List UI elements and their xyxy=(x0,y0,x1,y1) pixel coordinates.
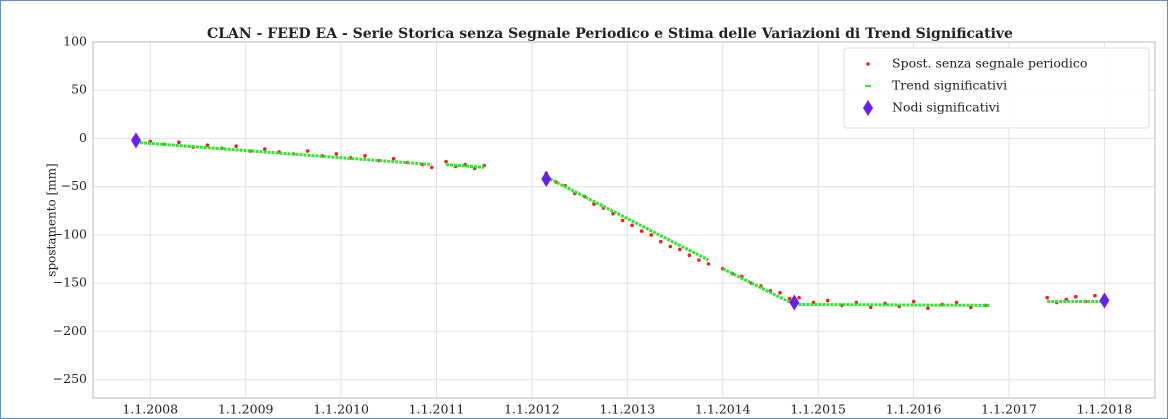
node-marker xyxy=(1099,292,1110,309)
data-point xyxy=(649,233,653,237)
data-point xyxy=(706,262,711,266)
data-point xyxy=(687,253,692,258)
data-point xyxy=(234,144,238,148)
y-tick-label: −150 xyxy=(53,275,87,290)
data-point xyxy=(825,298,830,303)
data-point xyxy=(592,202,596,206)
y-tick-label: −50 xyxy=(61,178,87,193)
data-point xyxy=(177,140,181,145)
legend-label: Trend significativi xyxy=(892,78,1007,93)
y-tick-label: 50 xyxy=(71,82,87,97)
data-point xyxy=(668,244,673,249)
data-point xyxy=(866,62,870,66)
x-tick-label: 1.1.2016 xyxy=(886,402,942,417)
x-tick-label: 1.1.2015 xyxy=(790,402,846,417)
data-point xyxy=(262,147,267,151)
data-point xyxy=(678,247,682,252)
y-tick-label: −200 xyxy=(53,323,87,338)
node-marker xyxy=(541,170,552,187)
x-tick-label: 1.1.2010 xyxy=(313,402,369,417)
chart-title: CLAN - FEED EA - Serie Storica senza Seg… xyxy=(207,26,1013,42)
x-tick-label: 1.1.2008 xyxy=(122,402,178,417)
data-point xyxy=(391,156,396,161)
data-point xyxy=(444,159,448,164)
trend-line xyxy=(135,140,1105,307)
y-tick-label: 0 xyxy=(79,130,87,145)
x-tick-label: 1.1.2018 xyxy=(1077,402,1133,417)
data-point xyxy=(639,229,644,233)
data-point xyxy=(334,152,339,156)
data-point xyxy=(954,300,959,305)
node-marker xyxy=(863,100,873,116)
node-marker xyxy=(789,294,800,311)
data-point xyxy=(778,291,782,295)
data-point xyxy=(797,295,801,300)
plot-area xyxy=(92,41,1156,399)
x-tick-label: 1.1.2017 xyxy=(981,402,1037,417)
y-tick-label: −250 xyxy=(53,371,87,386)
data-point xyxy=(911,299,916,304)
y-axis-label: spostamento [mm] xyxy=(45,163,59,276)
data-point xyxy=(787,296,792,301)
x-tick-label: 1.1.2013 xyxy=(600,402,656,417)
legend-label: Nodi significativi xyxy=(892,100,1000,115)
x-tick-label: 1.1.2012 xyxy=(504,402,560,417)
x-tick-label: 1.1.2011 xyxy=(409,402,465,417)
data-point xyxy=(429,165,434,170)
data-point xyxy=(205,143,210,148)
data-point xyxy=(1074,294,1078,299)
data-point xyxy=(620,218,625,223)
legend-box xyxy=(843,47,1150,129)
node-marker xyxy=(130,132,141,149)
x-tick-label: 1.1.2009 xyxy=(218,402,274,417)
data-point xyxy=(697,258,701,262)
data-point xyxy=(868,305,873,310)
data-point xyxy=(630,223,634,228)
data-point xyxy=(658,239,663,244)
data-point xyxy=(363,154,367,158)
y-tick-label: −100 xyxy=(53,226,87,241)
legend-label: Spost. senza segnale periodico xyxy=(892,56,1087,71)
y-tick-label: 100 xyxy=(63,34,87,49)
data-point xyxy=(926,306,930,311)
data-point xyxy=(1045,295,1049,300)
data-point xyxy=(1093,293,1097,298)
x-tick-label: 1.1.2014 xyxy=(695,402,751,417)
legend: Spost. senza segnale periodico Trend sign… xyxy=(843,47,1150,129)
data-point xyxy=(305,149,310,153)
